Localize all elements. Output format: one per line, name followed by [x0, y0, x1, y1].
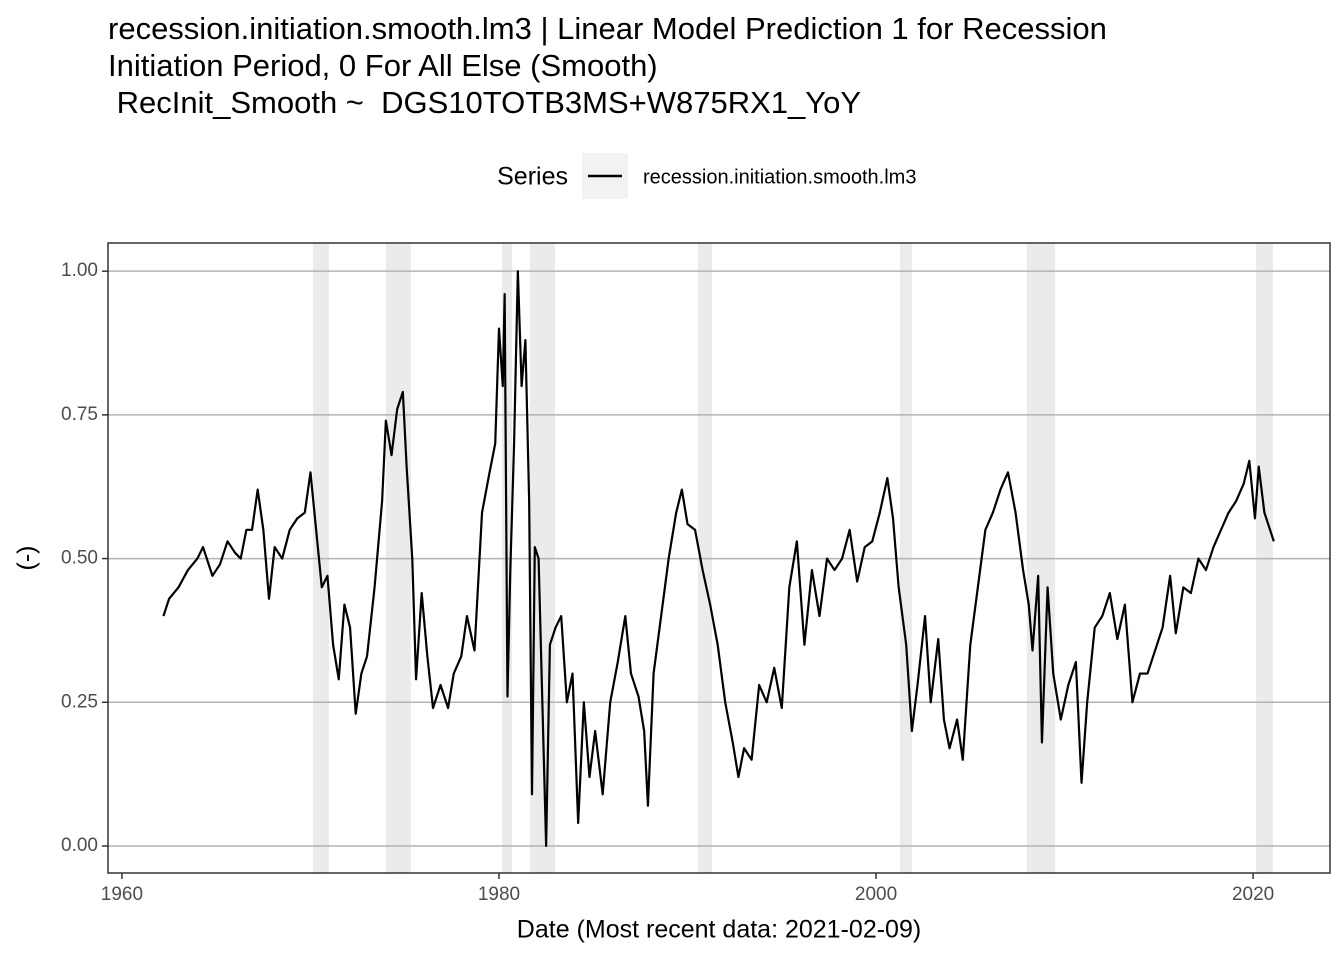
- y-tick-label: 0.75: [61, 404, 98, 425]
- x-tick-label: 2000: [855, 884, 897, 905]
- chart-title: recession.initiation.smooth.lm3 | Linear…: [108, 11, 1116, 83]
- y-tick-label: 0.50: [61, 548, 98, 569]
- y-axis-title: (-): [13, 546, 41, 571]
- legend-label: recession.initiation.smooth.lm3: [643, 166, 916, 188]
- y-tick-label: 0.00: [61, 835, 98, 856]
- y-tick-label: 0.25: [61, 691, 98, 712]
- x-tick-label: 1960: [101, 884, 143, 905]
- legend-title: Series: [497, 163, 568, 191]
- titles: recession.initiation.smooth.lm3 | Linear…: [108, 10, 1218, 121]
- x-axis-title: Date (Most recent data: 2021-02-09): [517, 916, 921, 944]
- data-line: [162, 270, 1275, 848]
- y-tick-label: 1.00: [61, 260, 98, 281]
- x-tick-label: 2020: [1232, 884, 1274, 905]
- chart-subtitle: RecInit_Smooth ~ DGS10TOTB3MS+W875RX1_Yo…: [108, 85, 862, 120]
- x-tick-label: 1980: [478, 884, 520, 905]
- panel-border: [107, 242, 1331, 874]
